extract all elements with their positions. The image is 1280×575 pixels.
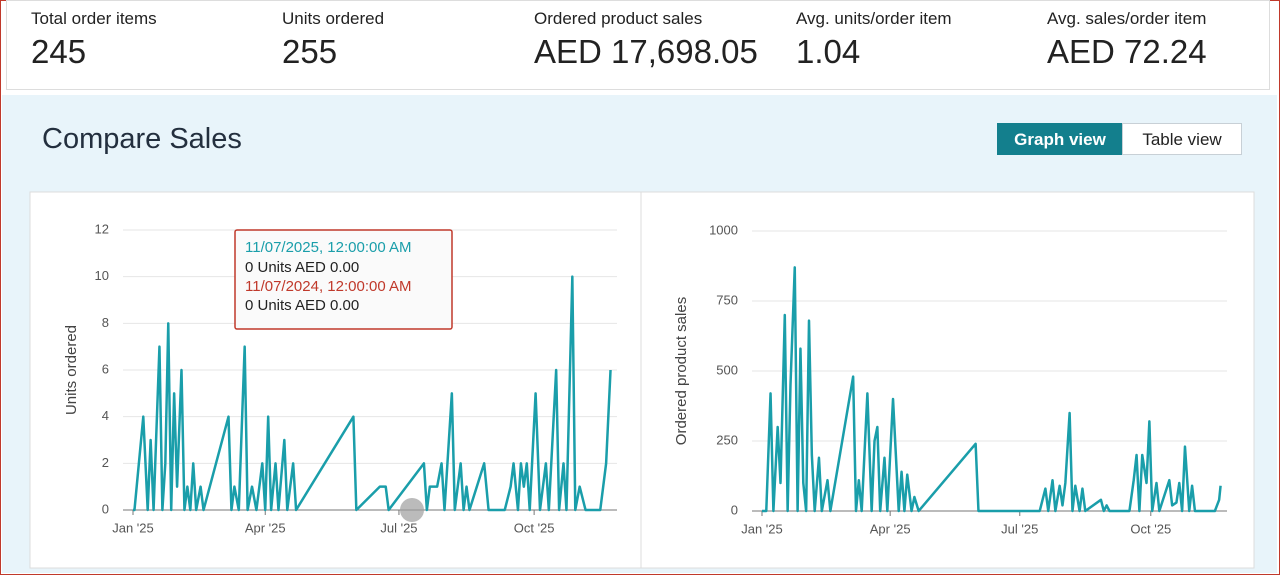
- metric-label: Avg. sales/order item: [1047, 9, 1207, 28]
- x-tick-label: Jul '25: [1001, 521, 1038, 536]
- metric-value: AED 72.24: [1047, 33, 1207, 70]
- metric-value: 245: [31, 33, 87, 70]
- metric-value: 255: [282, 33, 338, 70]
- y-tick-label: 6: [102, 361, 109, 376]
- metric: Avg. sales/order item AED 72.24: [1047, 9, 1207, 71]
- y-tick-label: 4: [102, 408, 109, 423]
- metric: Ordered product sales AED 17,698.05: [534, 9, 758, 71]
- metric: Total order items 245: [31, 9, 157, 71]
- graph-view-button[interactable]: Graph view: [997, 123, 1123, 155]
- tooltip-current-date: 11/07/2025, 12:00:00 AM: [245, 239, 412, 256]
- tooltip-previous-values: 0 Units AED 0.00: [245, 297, 359, 314]
- y-tick-label: 8: [102, 315, 109, 330]
- x-tick-label: Oct '25: [1130, 521, 1171, 536]
- metrics-bar: Total order items 245 Units ordered 255 Or…: [6, 0, 1270, 90]
- x-tick-label: Apr '25: [870, 521, 911, 536]
- x-tick-label: Jan '25: [741, 521, 783, 536]
- x-tick-label: Jul '25: [380, 520, 417, 535]
- hover-marker: [400, 498, 424, 522]
- y-axis-title: Units ordered: [63, 325, 80, 415]
- y-tick-label: 750: [716, 292, 738, 307]
- x-tick-label: Jan '25: [112, 520, 154, 535]
- metric-label: Total order items: [31, 9, 157, 28]
- metric-label: Avg. units/order item: [796, 9, 952, 28]
- tooltip-current-values: 0 Units AED 0.00: [245, 259, 359, 276]
- y-tick-label: 10: [95, 268, 109, 283]
- tooltip-previous-date: 11/07/2024, 12:00:00 AM: [245, 278, 412, 295]
- chart-card: [29, 191, 1255, 569]
- y-tick-label: 250: [716, 432, 738, 447]
- line-series: [762, 266, 1222, 513]
- metric-label: Ordered product sales: [534, 9, 703, 28]
- y-axis-title: Ordered product sales: [673, 297, 690, 445]
- y-tick-label: 12: [95, 221, 109, 236]
- metric-value: AED 17,698.05: [534, 33, 758, 70]
- x-tick-label: Apr '25: [245, 520, 286, 535]
- tooltip: 11/07/2025, 12:00:00 AM 0 Units AED 0.00…: [234, 229, 453, 522]
- tooltip-box: [234, 229, 453, 330]
- section-title: Compare Sales: [42, 123, 242, 155]
- metric: Units ordered 255: [282, 9, 384, 71]
- line-series: [133, 275, 612, 512]
- metric-label: Units ordered: [282, 9, 385, 28]
- y-tick-label: 1000: [709, 222, 738, 237]
- table-view-button[interactable]: Table view: [1122, 123, 1242, 155]
- metric: Avg. units/order item 1.04: [796, 9, 952, 71]
- y-tick-label: 2: [102, 455, 109, 470]
- y-tick-label: 0: [731, 502, 738, 517]
- y-tick-label: 0: [102, 501, 109, 516]
- x-tick-label: Oct '25: [514, 520, 555, 535]
- y-tick-label: 500: [716, 362, 738, 377]
- metric-value: 1.04: [796, 33, 861, 70]
